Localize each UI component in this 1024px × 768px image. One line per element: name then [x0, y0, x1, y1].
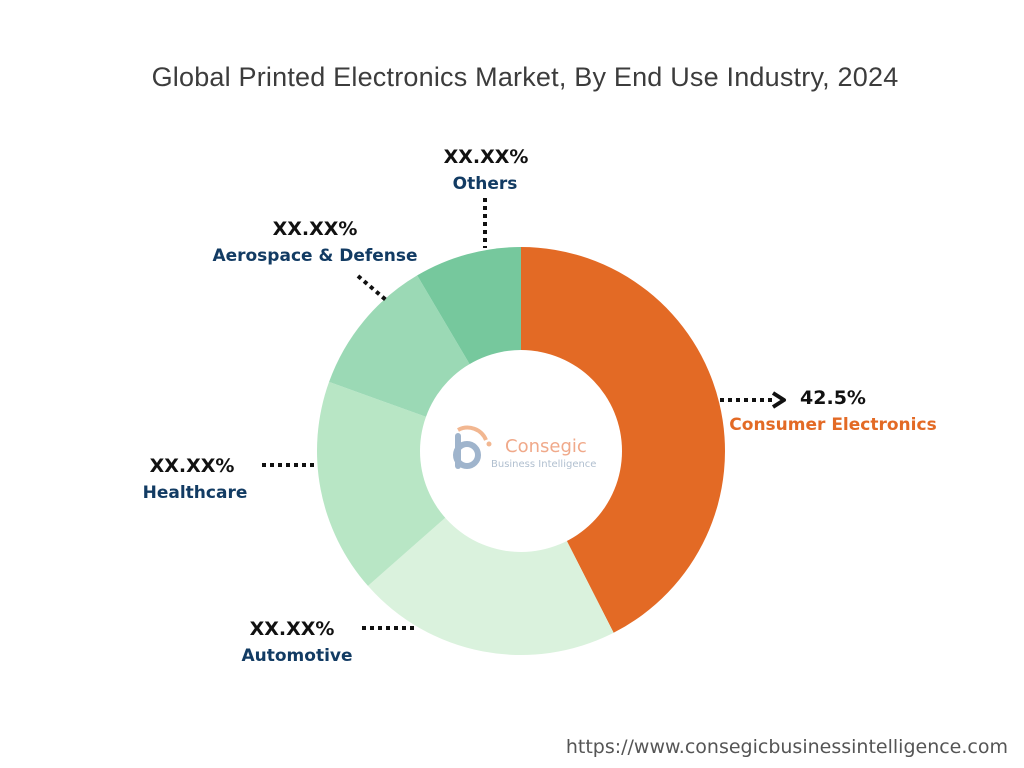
- logo-tagline: Business Intelligence: [491, 459, 596, 470]
- healthcare-label: Healthcare: [143, 483, 248, 503]
- aerospace-label: Aerospace & Defense: [212, 246, 417, 266]
- brand-logo: Consegic Business Intelligence: [453, 425, 596, 470]
- logo-name: Consegic: [505, 436, 587, 457]
- logo-mark-icon: [453, 425, 492, 469]
- slice-automotive: [367, 451, 614, 655]
- others-value: XX.XX%: [444, 146, 529, 168]
- leader-aerospace: [356, 274, 388, 302]
- consumer-electronics-label: Consumer Electronics: [729, 415, 936, 435]
- aerospace-value: XX.XX%: [273, 218, 358, 240]
- chart-title: Global Printed Electronics Market, By En…: [151, 62, 899, 92]
- leader-lines: [262, 198, 774, 630]
- arrow-head-icon: [771, 391, 786, 409]
- consumer-electronics-value: 42.5%: [800, 387, 866, 409]
- donut-hole: [420, 350, 622, 552]
- others-label: Others: [453, 174, 518, 194]
- healthcare-value: XX.XX%: [150, 455, 235, 477]
- automotive-label: Automotive: [241, 646, 352, 666]
- source-url: https://www.consegicbusinessintelligence…: [565, 736, 1008, 758]
- automotive-value: XX.XX%: [250, 618, 335, 640]
